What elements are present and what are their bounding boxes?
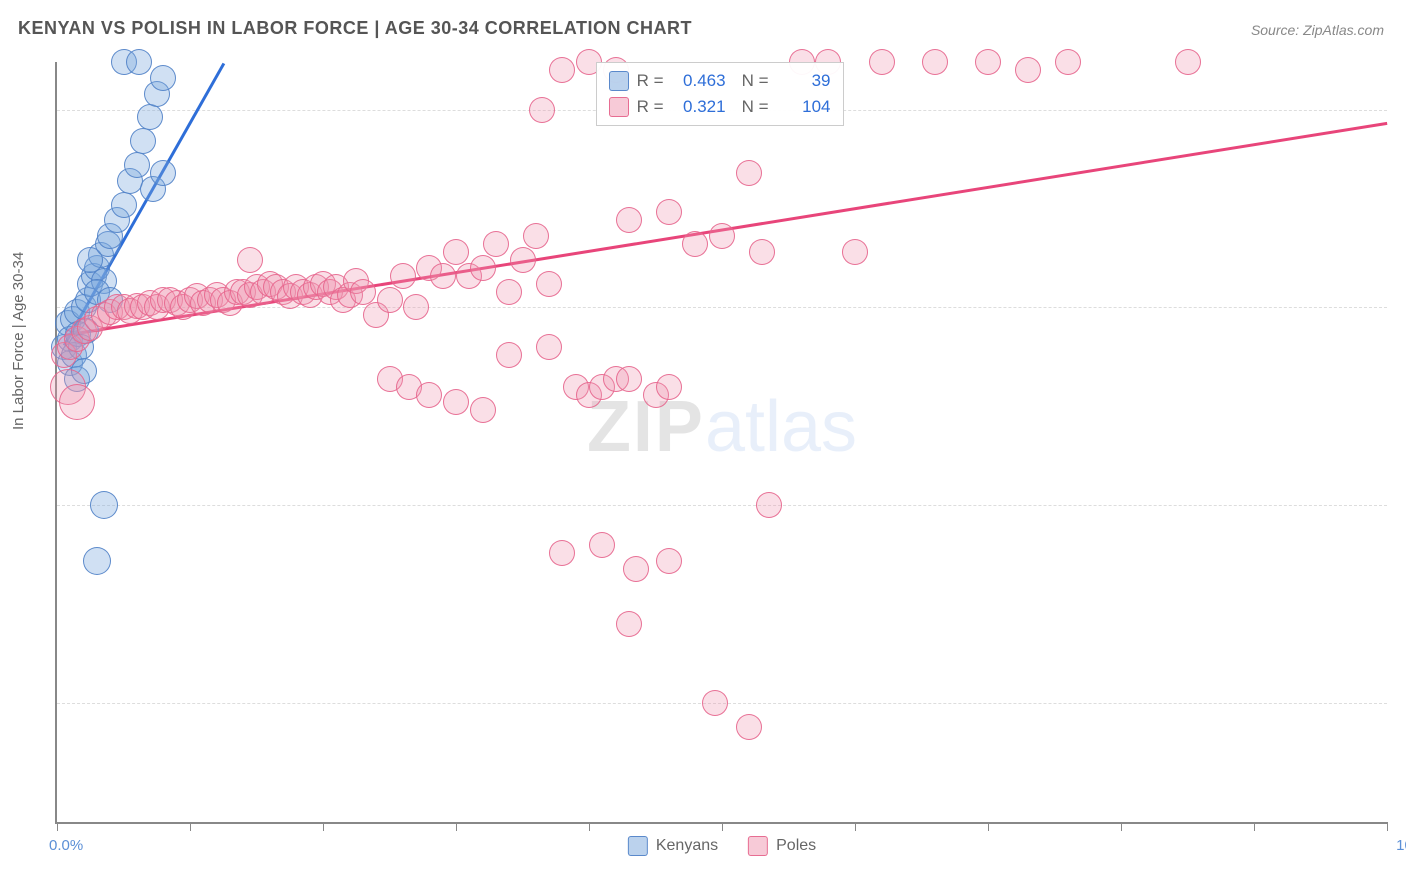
legend-swatch-blue bbox=[628, 836, 648, 856]
data-point-pink bbox=[549, 540, 575, 566]
data-point-pink bbox=[975, 49, 1001, 75]
x-tick bbox=[323, 822, 324, 831]
data-point-pink bbox=[869, 49, 895, 75]
x-tick bbox=[722, 822, 723, 831]
legend-item: Poles bbox=[748, 836, 816, 856]
data-point-pink bbox=[496, 279, 522, 305]
data-point-pink bbox=[682, 231, 708, 257]
data-point-blue bbox=[111, 192, 137, 218]
y-tick-label: 62.5% bbox=[1397, 707, 1406, 724]
data-point-blue bbox=[124, 152, 150, 178]
legend-r-value: 0.463 bbox=[672, 68, 726, 94]
data-point-pink bbox=[656, 374, 682, 400]
legend-swatch-blue bbox=[609, 71, 629, 91]
data-point-pink bbox=[470, 397, 496, 423]
watermark-atlas: atlas bbox=[705, 387, 857, 467]
data-point-pink bbox=[922, 49, 948, 75]
data-point-pink bbox=[523, 223, 549, 249]
data-point-pink bbox=[709, 223, 735, 249]
legend-swatch-pink bbox=[748, 836, 768, 856]
data-point-blue bbox=[130, 128, 156, 154]
data-point-pink bbox=[416, 382, 442, 408]
x-tick bbox=[988, 822, 989, 831]
data-point-pink bbox=[549, 57, 575, 83]
x-tick-label-left: 0.0% bbox=[49, 837, 83, 854]
legend-row: R = 0.321 N = 104 bbox=[609, 94, 831, 120]
data-point-blue bbox=[150, 160, 176, 186]
legend-correlation: R = 0.463 N = 39 R = 0.321 N = 104 bbox=[596, 62, 844, 126]
x-tick-label-right: 100.0% bbox=[1396, 837, 1406, 854]
data-point-pink bbox=[749, 239, 775, 265]
data-point-pink bbox=[510, 247, 536, 273]
data-point-pink bbox=[736, 714, 762, 740]
y-tick-label: 87.5% bbox=[1397, 311, 1406, 328]
x-tick bbox=[1387, 822, 1388, 831]
data-point-pink bbox=[623, 556, 649, 582]
data-point-pink bbox=[390, 263, 416, 289]
data-point-blue bbox=[150, 65, 176, 91]
data-point-pink bbox=[616, 207, 642, 233]
legend-r-value: 0.321 bbox=[672, 94, 726, 120]
data-point-pink bbox=[536, 271, 562, 297]
x-tick bbox=[855, 822, 856, 831]
chart-title: KENYAN VS POLISH IN LABOR FORCE | AGE 30… bbox=[18, 18, 692, 39]
data-point-blue bbox=[90, 491, 118, 519]
data-point-pink bbox=[350, 279, 376, 305]
plot-area: ZIPatlas KenyansPoles 62.5%75.0%87.5%100… bbox=[55, 62, 1387, 824]
data-point-pink bbox=[529, 97, 555, 123]
data-point-pink bbox=[443, 239, 469, 265]
data-point-pink bbox=[403, 294, 429, 320]
data-point-blue bbox=[137, 104, 163, 130]
source-attribution: Source: ZipAtlas.com bbox=[1251, 22, 1384, 38]
data-point-pink bbox=[470, 255, 496, 281]
data-point-pink bbox=[536, 334, 562, 360]
data-point-blue bbox=[83, 547, 111, 575]
data-point-pink bbox=[430, 263, 456, 289]
gridline-h bbox=[57, 307, 1387, 308]
data-point-pink bbox=[756, 492, 782, 518]
x-tick bbox=[57, 822, 58, 831]
data-point-pink bbox=[377, 287, 403, 313]
data-point-pink bbox=[237, 247, 263, 273]
legend-r-label: R = bbox=[637, 68, 664, 94]
data-point-pink bbox=[1175, 49, 1201, 75]
data-point-pink bbox=[1015, 57, 1041, 83]
data-point-pink bbox=[1055, 49, 1081, 75]
data-point-pink bbox=[59, 384, 95, 420]
data-point-pink bbox=[616, 366, 642, 392]
legend-n-value: 104 bbox=[777, 94, 831, 120]
data-point-pink bbox=[483, 231, 509, 257]
data-point-pink bbox=[616, 611, 642, 637]
legend-item: Kenyans bbox=[628, 836, 718, 856]
legend-swatch-pink bbox=[609, 97, 629, 117]
y-tick-label: 75.0% bbox=[1397, 509, 1406, 526]
x-tick bbox=[1121, 822, 1122, 831]
legend-bottom: Kenyans Poles bbox=[628, 836, 816, 856]
data-point-pink bbox=[656, 548, 682, 574]
y-tick-label: 100.0% bbox=[1397, 113, 1406, 130]
data-point-pink bbox=[702, 690, 728, 716]
data-point-pink bbox=[736, 160, 762, 186]
x-tick bbox=[589, 822, 590, 831]
x-tick bbox=[1254, 822, 1255, 831]
y-axis-label: In Labor Force | Age 30-34 bbox=[10, 252, 27, 430]
legend-label: Poles bbox=[776, 837, 816, 855]
gridline-h bbox=[57, 505, 1387, 506]
x-tick bbox=[190, 822, 191, 831]
watermark: ZIPatlas bbox=[587, 386, 857, 468]
data-point-blue bbox=[126, 49, 152, 75]
legend-n-label: N = bbox=[742, 94, 769, 120]
data-point-pink bbox=[656, 199, 682, 225]
legend-label: Kenyans bbox=[656, 837, 718, 855]
data-point-pink bbox=[589, 532, 615, 558]
legend-n-label: N = bbox=[742, 68, 769, 94]
data-point-pink bbox=[496, 342, 522, 368]
legend-row: R = 0.463 N = 39 bbox=[609, 68, 831, 94]
data-point-pink bbox=[443, 389, 469, 415]
data-point-pink bbox=[842, 239, 868, 265]
legend-r-label: R = bbox=[637, 94, 664, 120]
legend-n-value: 39 bbox=[777, 68, 831, 94]
x-tick bbox=[456, 822, 457, 831]
